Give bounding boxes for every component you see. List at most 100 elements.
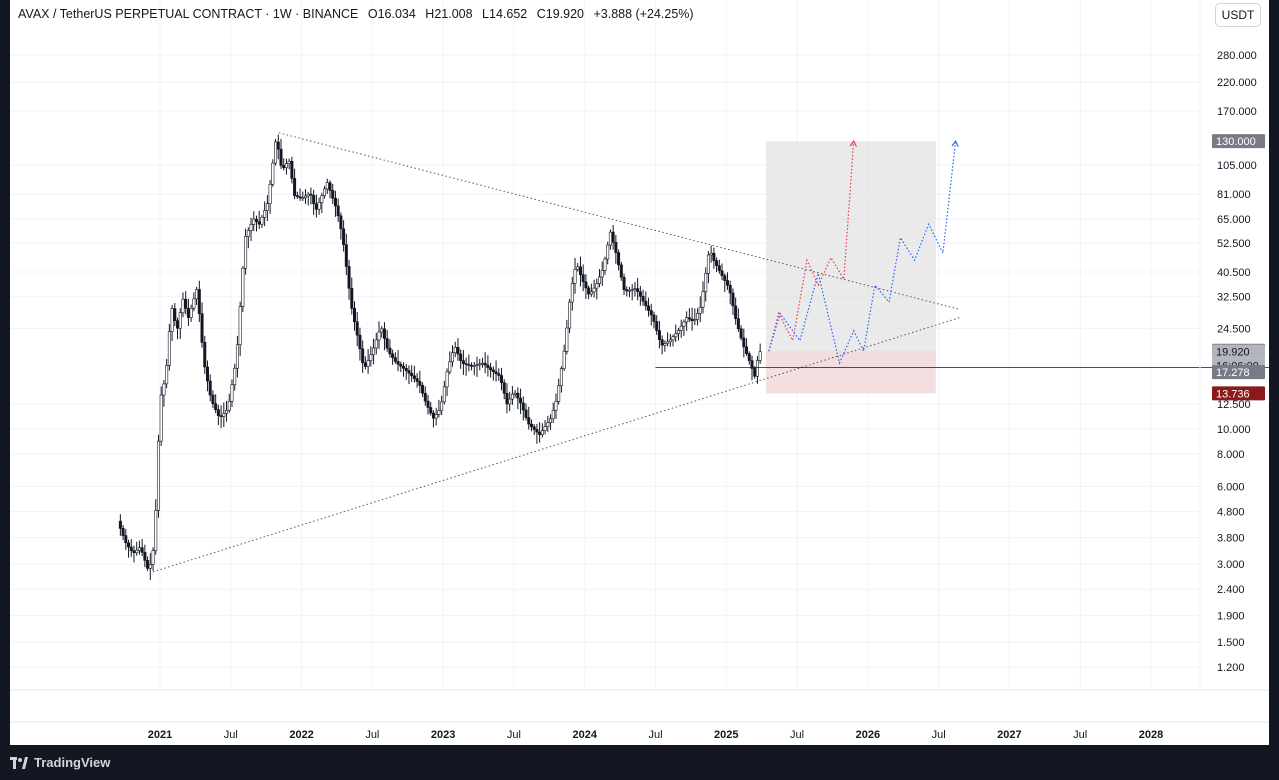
candle: [393, 352, 397, 364]
price-series: [118, 134, 762, 580]
candle: [154, 499, 158, 555]
candle-body: [352, 308, 356, 323]
ohlc-high: H21.008: [425, 7, 473, 21]
candle-body: [519, 397, 523, 404]
candle-body: [225, 410, 229, 414]
candle-body: [513, 392, 517, 395]
candle: [747, 351, 751, 365]
candle-body: [717, 265, 721, 272]
candle: [622, 273, 626, 295]
candle: [725, 272, 729, 290]
position-zones: [765, 141, 936, 394]
price-chart[interactable]: 280.000 220.000 170.000 105.000 81.000 65.000…: [10, 0, 1269, 745]
candle-body: [486, 364, 490, 368]
candle: [739, 325, 743, 341]
candle: [540, 423, 544, 438]
candle: [606, 241, 610, 265]
candle: [344, 233, 348, 276]
candle: [143, 544, 147, 568]
candle: [486, 355, 490, 377]
price-tag-label: 13.736: [1216, 388, 1250, 400]
candle-body: [551, 410, 555, 420]
candle-body: [385, 338, 389, 349]
candle-body: [216, 409, 220, 416]
y-tick-label: 8.000: [1217, 449, 1245, 461]
ohlc-close: C19.920: [536, 7, 584, 21]
candle: [205, 360, 209, 392]
candle: [317, 197, 321, 215]
candle-body: [625, 289, 629, 292]
candle-body: [614, 242, 618, 253]
candle-body: [268, 183, 272, 204]
candle-body: [284, 163, 288, 169]
candle-body: [682, 321, 686, 327]
candle-body: [388, 347, 392, 355]
candle-body: [271, 162, 275, 185]
candle: [641, 289, 645, 306]
candle-body: [644, 300, 648, 307]
candle: [557, 378, 561, 405]
candle: [423, 386, 427, 406]
candle-body: [532, 426, 536, 430]
candle: [382, 322, 386, 351]
candle-body: [630, 289, 634, 291]
candle-body: [246, 230, 250, 237]
candle: [690, 307, 694, 331]
candle-body: [230, 384, 234, 402]
candle: [301, 191, 305, 202]
candle: [636, 277, 640, 301]
candle-body: [736, 318, 740, 330]
candle-body: [685, 317, 689, 323]
candle-body: [755, 360, 759, 377]
candle: [753, 366, 757, 379]
candle-body: [391, 353, 395, 358]
candle: [516, 387, 520, 410]
candle-body: [396, 361, 400, 365]
candle: [676, 327, 680, 341]
candle-body: [611, 231, 615, 243]
candle-body: [538, 431, 542, 435]
ohlc-low: L14.652: [482, 7, 528, 21]
symbol-title[interactable]: AVAX / TetherUS PERPETUAL CONTRACT · 1W …: [18, 7, 359, 21]
candle-body: [372, 347, 376, 356]
y-tick-label: 1.200: [1217, 662, 1245, 674]
candle-body: [295, 195, 299, 198]
target-zone: [765, 141, 936, 368]
candle: [355, 312, 359, 347]
candle-body: [606, 244, 610, 260]
candle-body: [647, 305, 651, 311]
candle-body: [369, 354, 373, 361]
candle: [225, 400, 229, 422]
candle-body: [483, 362, 487, 366]
candle-body: [690, 318, 694, 322]
candle: [603, 256, 607, 275]
candle: [314, 194, 318, 218]
candle: [347, 259, 351, 300]
candle: [671, 334, 675, 347]
candle-body: [347, 266, 351, 289]
candle-body: [592, 287, 596, 293]
candle-body: [633, 288, 637, 290]
currency-button[interactable]: USDT: [1215, 3, 1261, 27]
candle-body: [249, 224, 253, 231]
candle-body: [679, 325, 683, 331]
candle-body: [676, 330, 680, 334]
candle: [227, 393, 231, 413]
candle-body: [377, 331, 381, 341]
y-tick-label: 170.000: [1217, 106, 1257, 118]
price-tag: 17.278: [1212, 365, 1265, 380]
candle-body: [156, 440, 160, 511]
candle-body: [154, 510, 158, 552]
tradingview-logo[interactable]: TradingView: [10, 755, 110, 770]
candle: [421, 382, 425, 398]
candle-body: [663, 343, 667, 346]
candle-body: [480, 362, 484, 365]
candle-body: [731, 292, 735, 307]
candle-body: [728, 285, 732, 294]
candle: [434, 407, 438, 426]
candle-body: [456, 347, 460, 355]
candle: [200, 302, 204, 348]
tradingview-icon: [10, 756, 28, 769]
candle-body: [124, 535, 128, 544]
candle: [426, 395, 430, 415]
